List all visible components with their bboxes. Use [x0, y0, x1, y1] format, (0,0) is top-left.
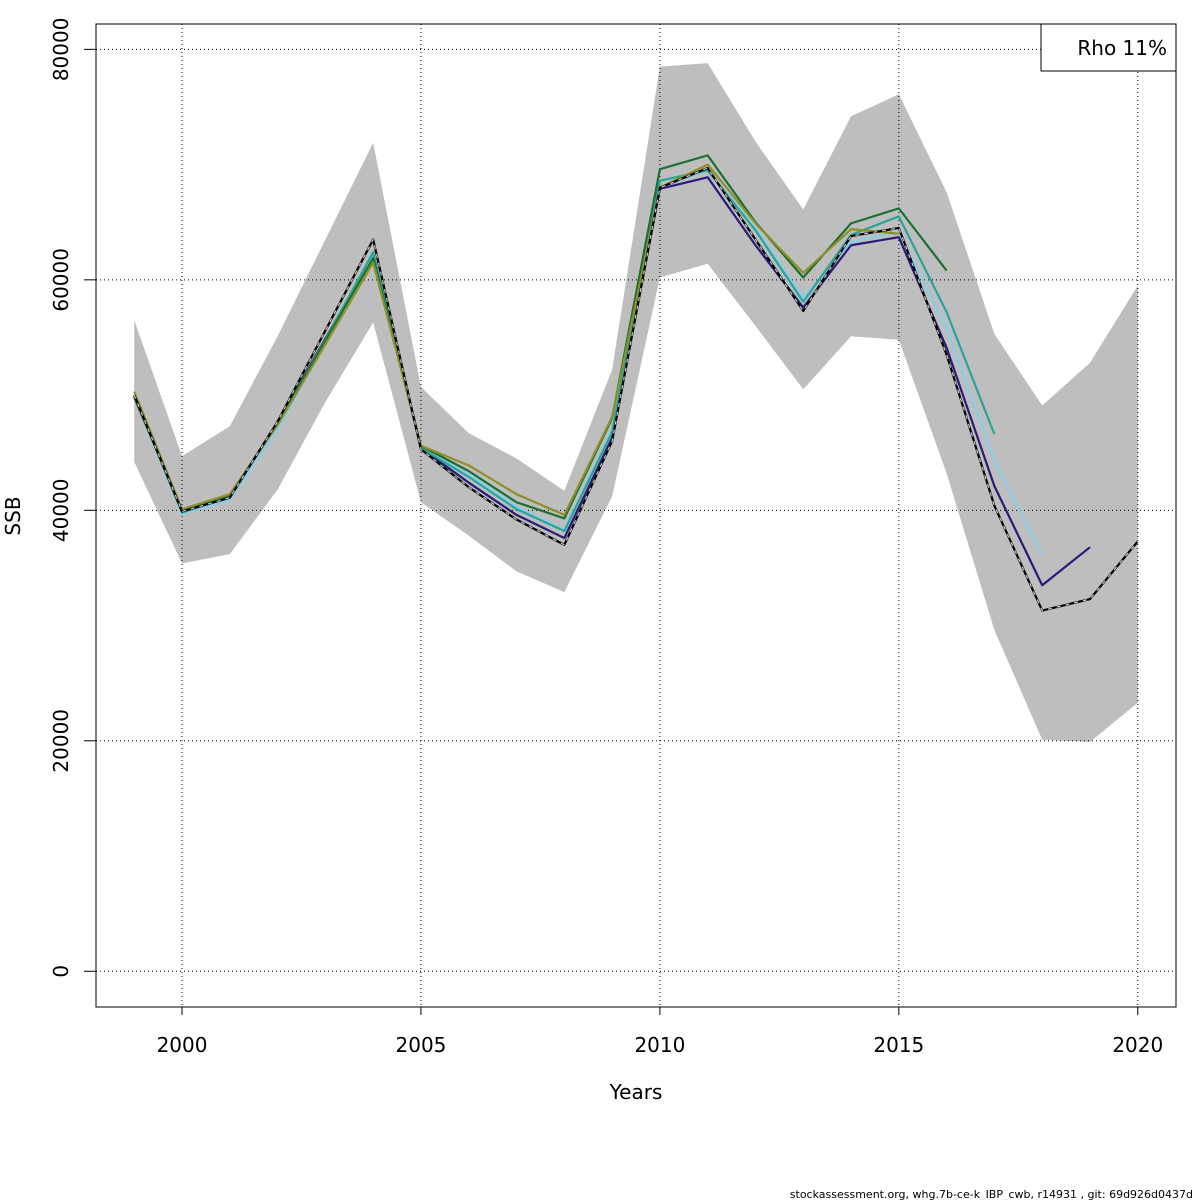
confidence-band	[134, 63, 1138, 742]
y-tick-label: 20000	[49, 709, 73, 773]
y-tick-label: 40000	[49, 479, 73, 543]
legend-box	[1040, 23, 1177, 72]
axis-layer: 2000 2005 2010 2015 2020 0 20000 40000 60000 8000…	[49, 18, 1163, 1057]
series-line-7	[133, 167, 1139, 612]
y-tick-label: 80000	[49, 18, 73, 82]
y-axis-title: SSB	[1, 496, 25, 535]
x-tick-label: 2010	[634, 1033, 685, 1057]
y-tick-label: 0	[49, 965, 73, 978]
plot-frame	[95, 23, 1177, 1008]
y-tick-label: 60000	[49, 248, 73, 312]
footer-credit: stockassessment.org, whg.7b-ce-k_IBP_cwb…	[790, 1188, 1193, 1200]
confidence-band-layer	[134, 63, 1138, 742]
x-axis-title: Years	[609, 1080, 663, 1104]
x-tick-label: 2015	[873, 1033, 924, 1057]
legend-rho-label: Rho 11%	[1077, 36, 1167, 60]
legend: Rho 11%	[1040, 23, 1177, 72]
series-layer	[133, 154, 1139, 612]
grid-layer	[96, 24, 1176, 1007]
x-tick-label: 2020	[1112, 1033, 1163, 1057]
x-tick-label: 2005	[396, 1033, 447, 1057]
x-tick-label: 2000	[157, 1033, 208, 1057]
